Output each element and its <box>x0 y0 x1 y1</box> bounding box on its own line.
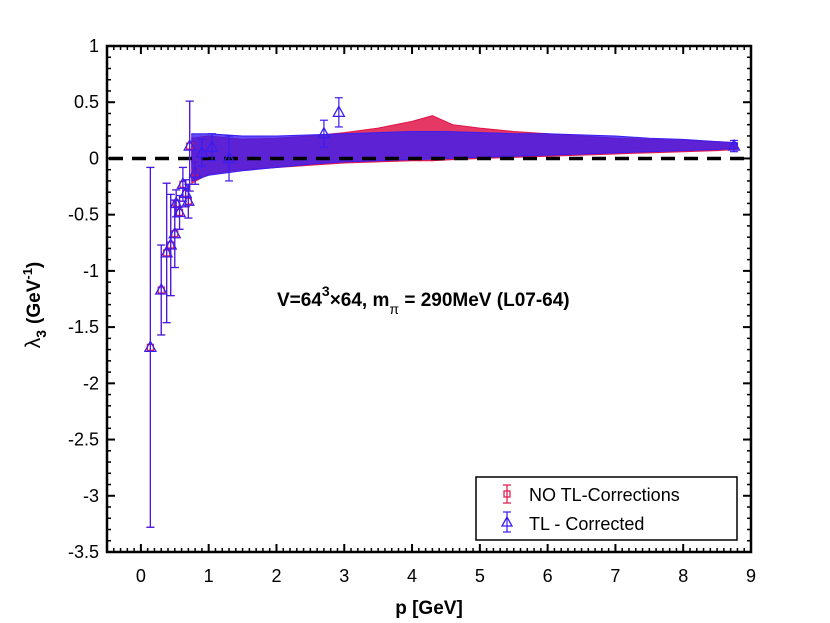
data-points <box>143 97 741 528</box>
x-tick-label: 5 <box>475 566 485 586</box>
y-axis-title-unit-close: ) <box>24 262 45 268</box>
annotation-subscript: π <box>389 301 399 317</box>
tl-point-16 <box>332 97 346 128</box>
x-tick-label: 4 <box>407 566 417 586</box>
tl-point-15 <box>317 119 331 148</box>
y-tick-label: -3 <box>83 486 99 506</box>
x-tick-label: 7 <box>610 566 620 586</box>
y-tick-label: -0.5 <box>68 205 99 225</box>
annotation-mid: ×64, m <box>330 290 390 311</box>
y-axis-title-symbol: λ <box>22 337 45 348</box>
annotation-superscript: 3 <box>322 283 330 299</box>
annotation-prefix: V=64 <box>277 290 322 311</box>
tl-point-11 <box>188 161 202 185</box>
y-axis-title-unit: (GeV <box>24 279 45 324</box>
tick-labels: 0 1 2 3 4 5 6 7 8 9 1 0.5 0 -0.5 -1 -1.5 -2 -2.5 -3 -3.5 <box>68 36 756 586</box>
y-tick-label: 0.5 <box>74 92 99 112</box>
error-band-tl <box>191 130 738 182</box>
x-tick-label: 3 <box>339 566 349 586</box>
x-tick-label: 8 <box>678 566 688 586</box>
y-tick-label: 0 <box>89 148 99 168</box>
y-tick-label: -1 <box>83 261 99 281</box>
tl-point-1 <box>154 244 168 336</box>
tl-point-9 <box>181 183 195 219</box>
axis-ticks <box>106 45 752 553</box>
y-tick-label: 1 <box>89 36 99 56</box>
legend-marker-tl <box>500 511 514 533</box>
y-axis-title-unit-superscript: -1 <box>20 268 35 280</box>
tl-point-2 <box>160 182 174 324</box>
x-axis-title: p [GeV] <box>395 598 463 619</box>
x-tick-label: 0 <box>136 566 146 586</box>
tl-point-14 <box>222 135 236 182</box>
tl-point-17 <box>727 138 741 153</box>
tl-point-12 <box>195 138 209 167</box>
y-tick-label: -2 <box>83 373 99 393</box>
tl-point-13 <box>205 133 219 162</box>
y-tick-label: -2.5 <box>68 430 99 450</box>
plot-frame <box>105 44 753 554</box>
legend: NO TL-Corrections TL - Corrected <box>475 476 738 541</box>
legend-box <box>475 476 738 541</box>
x-tick-label: 6 <box>543 566 553 586</box>
y-axis-title-subscript: 3 <box>33 330 49 338</box>
legend-label-tl: TL - Corrected <box>529 514 644 534</box>
y-axis-title: λ3 (GeV-1) <box>20 262 49 349</box>
annotation-text: V=643×64, mπ = 290MeV (L07-64) <box>277 283 570 317</box>
tl-point-3 <box>164 193 178 297</box>
tl-point-0 <box>143 166 157 528</box>
x-tick-label: 2 <box>271 566 281 586</box>
x-tick-label: 1 <box>204 566 214 586</box>
y-tick-label: -3.5 <box>68 542 99 562</box>
legend-marker-no-tl <box>503 484 511 504</box>
legend-label-no-tl: NO TL-Corrections <box>529 485 680 505</box>
x-tick-label: 9 <box>746 566 756 586</box>
y-tick-label: -1.5 <box>68 317 99 337</box>
annotation-suffix: = 290MeV (L07-64) <box>399 290 570 311</box>
